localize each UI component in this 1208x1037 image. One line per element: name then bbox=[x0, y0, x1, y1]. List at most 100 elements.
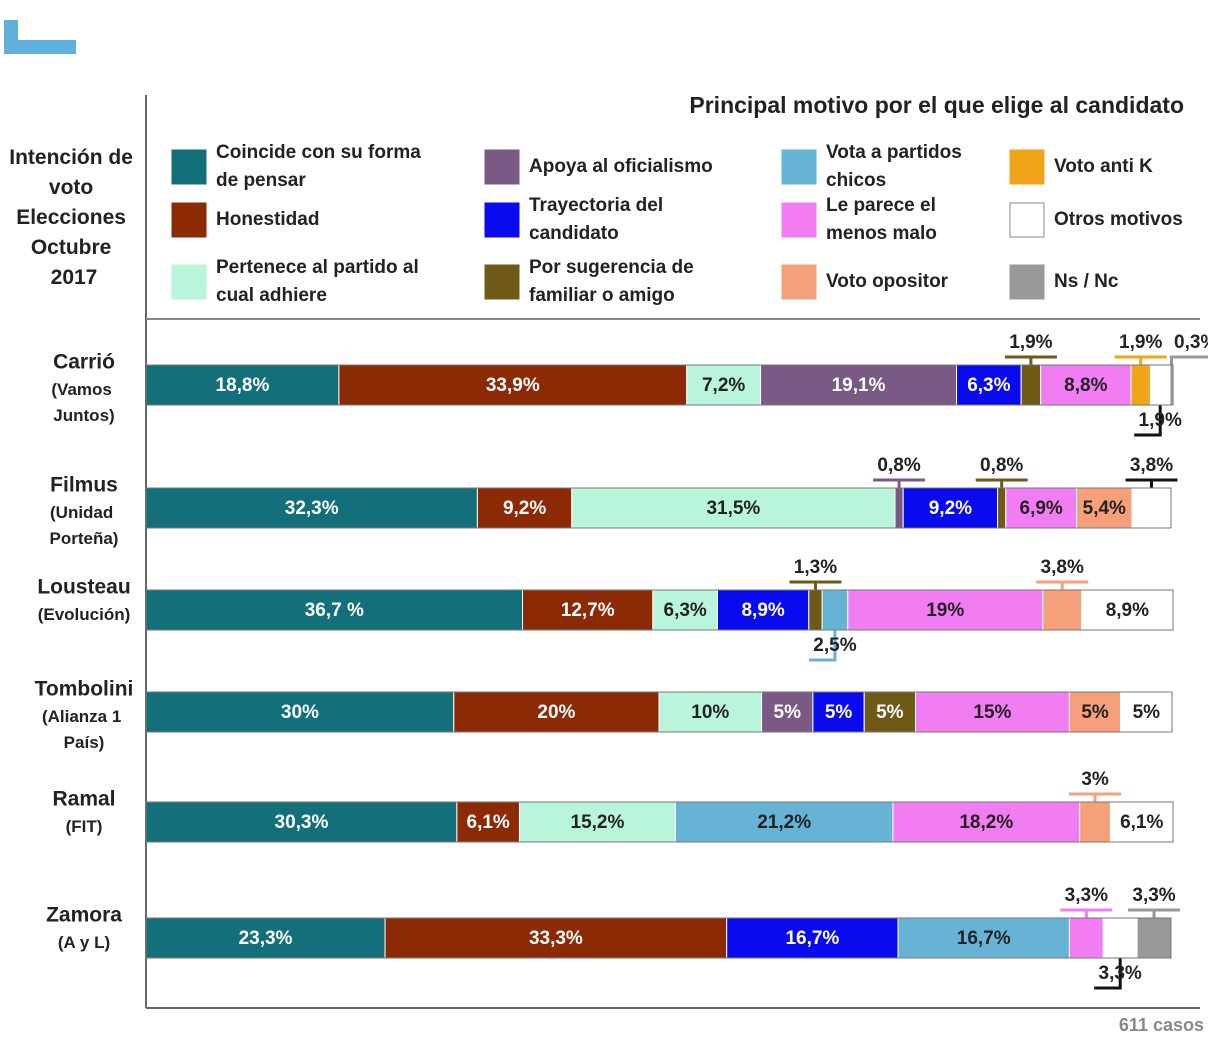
value-label: 3,8% bbox=[1130, 455, 1173, 476]
bar-segment bbox=[1068, 691, 1122, 733]
bar-segment bbox=[821, 589, 849, 631]
value-label: 9,2% bbox=[929, 498, 972, 519]
value-label: 0,3% bbox=[1174, 332, 1208, 353]
callout bbox=[1060, 908, 1113, 918]
category-party: (Vamos Juntos) bbox=[51, 380, 116, 425]
bar-segment bbox=[1149, 364, 1171, 406]
legend-label: Apoya al oficialismo bbox=[529, 156, 713, 177]
legend-swatch bbox=[171, 202, 207, 238]
value-label: 5% bbox=[876, 702, 904, 723]
bar-segment bbox=[1020, 364, 1042, 406]
legend-label: Honestidad bbox=[216, 209, 319, 230]
bar-outline bbox=[145, 364, 1174, 406]
bar-segment bbox=[915, 691, 1070, 733]
category-label: Zamora bbox=[46, 904, 122, 927]
value-label: 6,9% bbox=[1020, 498, 1063, 519]
legend-swatch bbox=[171, 264, 207, 300]
value-label: 21,2% bbox=[757, 812, 811, 833]
bar-segment bbox=[1102, 917, 1138, 959]
value-label: 33,3% bbox=[529, 928, 583, 949]
bar-segment bbox=[1068, 917, 1104, 959]
bar-segment bbox=[145, 364, 340, 406]
note: 611 casos bbox=[1119, 1015, 1204, 1035]
bar-outline bbox=[145, 487, 1172, 529]
value-label: 2,5% bbox=[813, 635, 856, 656]
category-party: (Unidad Porteña) bbox=[50, 503, 119, 548]
value-label: 31,5% bbox=[706, 498, 760, 519]
category-party: (FIT) bbox=[66, 817, 103, 836]
value-label: 12,7% bbox=[561, 600, 615, 621]
legend-label: Otros motivos bbox=[1054, 209, 1183, 230]
bar-segment bbox=[863, 691, 917, 733]
callout bbox=[975, 478, 1028, 488]
callout bbox=[1114, 355, 1167, 365]
value-label: 1,3% bbox=[794, 557, 837, 578]
legend-swatch bbox=[484, 202, 520, 238]
bar-outline bbox=[145, 801, 1174, 843]
legend-label: Trayectoria del candidato bbox=[529, 195, 668, 244]
bar-segment bbox=[897, 917, 1070, 959]
bar-outline bbox=[145, 691, 1173, 733]
bar-segment bbox=[476, 487, 573, 529]
value-label: 10% bbox=[691, 702, 729, 723]
category-party: (Alianza 1 País) bbox=[42, 707, 126, 752]
bar-outline bbox=[145, 589, 1174, 631]
value-label: 5% bbox=[1081, 702, 1109, 723]
category-label: Lousteau bbox=[37, 576, 130, 599]
value-label: 3,3% bbox=[1099, 963, 1142, 984]
bar-segment bbox=[384, 917, 728, 959]
logo bbox=[4, 40, 76, 54]
value-label: 3,3% bbox=[1065, 885, 1108, 906]
category-party: (Evolución) bbox=[38, 605, 131, 624]
callout bbox=[873, 478, 926, 488]
legend-swatch bbox=[484, 149, 520, 185]
legend-label: Vota a partidos chicos bbox=[826, 142, 967, 191]
value-label: 7,2% bbox=[702, 375, 745, 396]
value-label: 15% bbox=[973, 702, 1011, 723]
legend-swatch bbox=[781, 264, 817, 300]
callout bbox=[1169, 355, 1208, 365]
callout bbox=[1125, 478, 1178, 488]
category-party: (A y L) bbox=[58, 933, 110, 952]
callout bbox=[1134, 405, 1162, 437]
category-label: Filmus bbox=[50, 474, 118, 497]
legend-label: Le parece el menos malo bbox=[826, 195, 941, 244]
callout bbox=[1069, 792, 1122, 802]
bar-segment bbox=[1131, 487, 1172, 529]
bar-segment bbox=[902, 487, 999, 529]
bar-segment bbox=[894, 487, 904, 529]
value-label: 19,1% bbox=[832, 375, 886, 396]
legend-label: Voto anti K bbox=[1054, 156, 1153, 177]
value-label: 36,7 % bbox=[305, 600, 364, 621]
bar-segment bbox=[1042, 589, 1083, 631]
callout bbox=[1004, 355, 1057, 365]
bar-segment bbox=[808, 589, 823, 631]
legend-swatch bbox=[484, 264, 520, 300]
bar-segment bbox=[892, 801, 1081, 843]
value-label: 1,9% bbox=[1119, 332, 1162, 353]
value-label: 6,1% bbox=[1120, 812, 1163, 833]
value-label: 16,7% bbox=[957, 928, 1011, 949]
value-label: 6,3% bbox=[967, 375, 1010, 396]
category-label: Tombolini bbox=[35, 678, 134, 701]
value-label: 5,4% bbox=[1083, 498, 1126, 519]
chart-title: Principal motivo por el que elige al can… bbox=[689, 92, 1184, 118]
value-label: 15,2% bbox=[571, 812, 625, 833]
bar-segment bbox=[1081, 589, 1174, 631]
value-label: 0,8% bbox=[877, 455, 920, 476]
value-label: 8,9% bbox=[741, 600, 784, 621]
category-label: Ramal bbox=[52, 788, 115, 811]
value-label: 8,8% bbox=[1064, 375, 1107, 396]
value-label: 16,7% bbox=[785, 928, 839, 949]
value-label: 3,8% bbox=[1041, 557, 1084, 578]
value-label: 9,2% bbox=[503, 498, 546, 519]
bar-segment bbox=[1079, 801, 1111, 843]
bar-segment bbox=[1136, 917, 1172, 959]
value-label: 6,1% bbox=[467, 812, 510, 833]
value-label: 23,3% bbox=[239, 928, 293, 949]
value-label: 1,9% bbox=[1009, 332, 1052, 353]
legend-label: Ns / Nc bbox=[1054, 271, 1119, 292]
legend-swatch bbox=[171, 149, 207, 185]
